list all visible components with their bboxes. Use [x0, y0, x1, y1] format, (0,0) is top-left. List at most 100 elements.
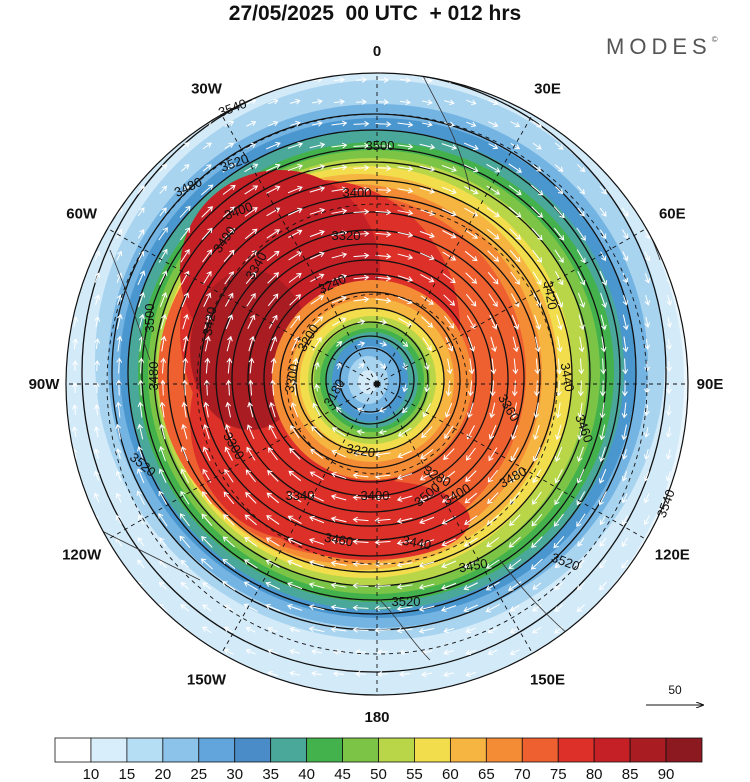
colorbar-swatch	[198, 737, 236, 763]
wind-arrow	[291, 336, 300, 352]
wind-arrow	[467, 402, 474, 419]
wind-arrow	[555, 424, 562, 441]
wind-arrow	[485, 559, 500, 569]
wind-arrow	[201, 206, 214, 218]
wind-arrow	[374, 583, 391, 590]
wind-arrow	[467, 380, 474, 397]
longitude-label: 120E	[655, 547, 690, 564]
wind-arrow	[488, 447, 498, 462]
wind-arrow	[138, 357, 145, 374]
wind-arrow	[489, 315, 498, 330]
colorbar-swatch	[126, 737, 164, 763]
wind-arrow	[510, 121, 521, 128]
wind-arrow	[510, 293, 520, 308]
wind-arrow	[115, 514, 122, 525]
longitude-label: 30W	[191, 81, 223, 98]
wind-arrow	[599, 207, 607, 217]
wind-arrow	[332, 317, 347, 327]
wind-arrow	[290, 402, 299, 418]
wind-arrow	[402, 341, 409, 348]
wind-arrow	[182, 313, 189, 330]
wind-arrow	[223, 491, 235, 505]
wind-arrow	[578, 358, 585, 375]
wind-arrow	[288, 229, 303, 238]
wind-arrow	[268, 98, 279, 105]
wind-arrow	[308, 560, 325, 567]
wind-arrow	[287, 537, 302, 546]
wind-arrow	[267, 648, 278, 655]
wind-arrow	[375, 297, 392, 304]
colorbar-swatch	[378, 737, 415, 763]
wind-arrow	[267, 670, 278, 677]
wind-arrow	[179, 535, 191, 548]
wind-arrow	[159, 207, 167, 217]
wind-arrow	[72, 316, 79, 328]
wind-arrow	[266, 229, 280, 239]
wind-arrow	[182, 335, 189, 352]
colorbar-tick-label: 15	[119, 766, 136, 782]
wind-arrow	[599, 185, 607, 195]
wind-arrow	[399, 99, 411, 106]
wind-arrow	[577, 164, 586, 173]
wind-arrow	[622, 295, 629, 306]
wind-arrow	[556, 314, 563, 331]
wind-arrow	[202, 491, 212, 505]
wind-arrow	[116, 294, 123, 305]
colorbar-tick-label: 90	[658, 766, 675, 782]
wind-arrow	[115, 470, 122, 481]
wind-arrow	[599, 424, 606, 441]
wind-arrow	[243, 603, 258, 612]
wind-arrow	[202, 249, 213, 263]
wind-arrow	[553, 206, 565, 219]
colorbar-swatch	[270, 737, 308, 763]
wind-arrow	[465, 627, 476, 634]
wind-arrow	[289, 294, 302, 306]
wind-arrow	[464, 492, 478, 504]
wind-arrow	[180, 248, 190, 263]
wind-arrow	[331, 274, 348, 281]
wind-arrow	[336, 383, 342, 392]
wind-arrow	[441, 538, 456, 547]
wind-arrow	[666, 382, 672, 394]
wind-arrow	[288, 470, 302, 482]
wind-arrow	[158, 142, 168, 150]
wind-arrow	[333, 76, 345, 83]
wind-arrow	[508, 185, 522, 196]
wind-arrow	[421, 316, 434, 328]
wind-arrow	[396, 561, 413, 568]
wind-arrow	[94, 338, 101, 350]
wind-arrow	[377, 671, 389, 677]
wind-arrow	[375, 231, 392, 238]
wind-arrow	[441, 493, 456, 503]
wind-arrow	[138, 292, 145, 308]
wind-arrow	[555, 402, 562, 419]
wind-arrow	[465, 272, 478, 284]
wind-arrow	[532, 604, 542, 612]
wind-arrow	[511, 402, 518, 419]
contour-label: 3440	[401, 533, 432, 553]
wind-arrow	[554, 164, 564, 172]
wind-arrow	[223, 228, 236, 240]
wind-arrow	[222, 558, 236, 569]
colorbar-tick-label: 60	[442, 766, 459, 782]
colorbar-swatch	[90, 737, 128, 763]
wind-arrow	[94, 294, 101, 305]
colorbar: 10 15 20 25 30 35 40 45 50 55 60 65 70 75 80 85 90	[54, 737, 703, 782]
wind-arrow	[289, 670, 300, 677]
wind-arrow	[355, 99, 367, 105]
copyright-mark: ©	[711, 35, 718, 44]
wind-arrow	[374, 605, 391, 612]
wind-arrow	[418, 583, 435, 590]
wind-arrow	[599, 581, 607, 591]
wind-arrow	[356, 407, 365, 413]
wind-arrow	[226, 335, 233, 352]
wind-arrow	[377, 99, 389, 105]
wind-arrow	[202, 582, 212, 590]
wind-arrow	[357, 319, 366, 325]
wind-arrow	[508, 206, 522, 218]
wind-arrow	[599, 229, 607, 240]
meridian-line	[376, 228, 647, 385]
wind-arrow	[72, 360, 78, 372]
wind-arrow	[336, 340, 343, 347]
